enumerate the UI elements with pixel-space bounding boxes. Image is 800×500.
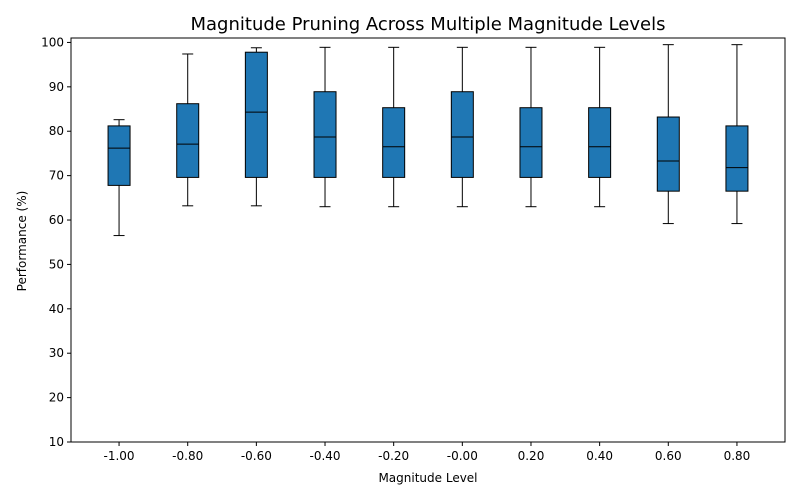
box xyxy=(588,107,612,178)
box xyxy=(107,125,131,186)
box xyxy=(382,107,406,178)
x-tick-label: -1.00 xyxy=(104,449,135,463)
x-tick-label: -0.60 xyxy=(241,449,272,463)
box xyxy=(450,91,474,178)
y-tick-label: 60 xyxy=(49,213,64,227)
y-tick-label: 50 xyxy=(49,257,64,271)
box xyxy=(725,125,749,192)
y-tick-label: 10 xyxy=(49,435,64,449)
x-tick-label: -0.80 xyxy=(172,449,203,463)
x-tick-label: 0.60 xyxy=(655,449,682,463)
y-tick-label: 40 xyxy=(49,302,64,316)
y-tick-label: 80 xyxy=(49,124,64,138)
y-tick-label: 20 xyxy=(49,391,64,405)
x-tick-label: -0.00 xyxy=(447,449,478,463)
plot-area: 10 20 30 40 50 60 70 80 90 100 -1.00 -0.80 -0.60 -0.4… xyxy=(41,35,786,463)
box xyxy=(656,116,680,192)
box xyxy=(313,91,337,178)
y-axis-label: Performance (%) xyxy=(15,191,29,292)
chart-title: Magnitude Pruning Across Multiple Magnit… xyxy=(191,14,666,35)
x-tick-label: 0.40 xyxy=(586,449,613,463)
plot-frame xyxy=(70,37,786,443)
box xyxy=(244,51,268,178)
box xyxy=(519,107,543,178)
y-tick-label: 90 xyxy=(49,80,64,94)
x-tick-label: 0.20 xyxy=(518,449,545,463)
x-tick-label: -0.20 xyxy=(378,449,409,463)
x-axis-label: Magnitude Level xyxy=(378,471,477,485)
y-tick-label: 30 xyxy=(49,346,64,360)
y-tick-label: 70 xyxy=(49,169,64,183)
y-tick-label: 100 xyxy=(41,35,64,49)
box xyxy=(176,103,200,178)
x-tick-label: 0.80 xyxy=(724,449,751,463)
x-tick-label: -0.40 xyxy=(309,449,340,463)
